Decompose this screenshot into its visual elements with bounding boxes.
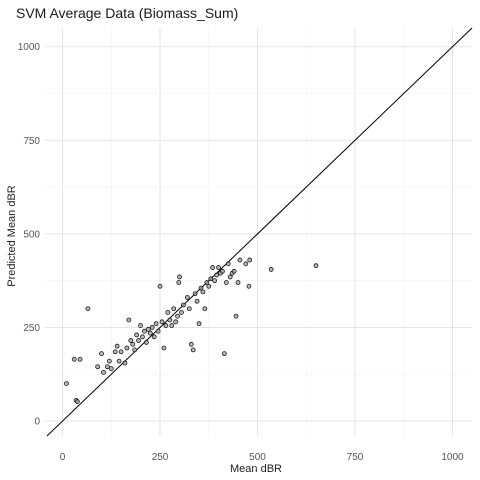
data-point <box>126 317 132 323</box>
data-point <box>169 323 175 328</box>
data-point <box>161 345 167 351</box>
data-point <box>179 310 184 315</box>
data-point <box>167 317 173 323</box>
data-point <box>313 263 319 269</box>
data-point <box>143 340 149 345</box>
data-point <box>118 349 124 355</box>
data-point <box>153 321 159 327</box>
data-points <box>64 257 319 404</box>
identity-line <box>46 27 473 437</box>
data-point <box>233 313 239 319</box>
data-point <box>108 366 114 372</box>
x-tick-label: 500 <box>249 452 266 463</box>
data-point <box>246 283 252 289</box>
data-point <box>227 274 233 280</box>
y-tick-label: 1000 <box>18 42 41 53</box>
data-point <box>235 280 241 285</box>
data-point <box>155 328 161 334</box>
data-point <box>106 358 112 364</box>
y-tick-label: 750 <box>23 136 40 147</box>
data-point <box>184 295 190 300</box>
data-point <box>243 261 249 267</box>
data-point <box>223 280 229 285</box>
x-axis-title: Mean dBR <box>230 463 282 475</box>
data-point <box>237 257 243 263</box>
data-point <box>85 306 91 312</box>
data-point <box>128 338 134 343</box>
data-point <box>196 321 202 327</box>
data-point <box>74 399 80 404</box>
y-tick-label: 500 <box>23 229 40 240</box>
data-point <box>140 334 145 340</box>
chart-title: SVM Average Data (Biomass_Sum) <box>16 5 239 21</box>
data-point <box>157 283 163 289</box>
data-point <box>116 358 122 364</box>
data-point <box>214 272 219 278</box>
y-tick-label: 250 <box>23 323 40 334</box>
data-point <box>173 319 179 325</box>
data-point <box>104 364 110 370</box>
identity-line-group <box>46 27 473 437</box>
data-point <box>71 356 77 362</box>
data-point <box>200 289 206 295</box>
y-tick-label: 0 <box>34 417 40 428</box>
data-point <box>188 341 194 347</box>
data-point <box>247 257 253 263</box>
data-point <box>220 268 225 274</box>
x-tick-label: 0 <box>60 452 66 463</box>
data-point <box>138 323 143 328</box>
data-point <box>231 268 237 274</box>
data-point <box>101 369 106 375</box>
data-point <box>165 310 171 315</box>
data-point <box>124 345 130 351</box>
data-point <box>114 343 120 349</box>
data-point <box>212 278 218 284</box>
grid-major-lines <box>45 28 472 436</box>
data-point <box>132 347 138 353</box>
data-point <box>95 364 101 370</box>
data-point <box>149 325 155 330</box>
x-axis-ticks: 0 250 500 750 1000 <box>60 452 464 463</box>
data-point <box>194 298 200 304</box>
data-point <box>268 267 274 272</box>
x-tick-label: 1000 <box>441 452 464 463</box>
data-point <box>216 265 221 270</box>
x-tick-label: 750 <box>347 452 364 463</box>
data-point <box>130 341 136 347</box>
data-point <box>225 261 231 267</box>
data-point <box>99 351 104 357</box>
data-point <box>181 302 186 308</box>
data-point <box>221 351 227 357</box>
data-point <box>198 285 204 291</box>
data-point <box>112 349 118 355</box>
data-point <box>177 274 182 280</box>
data-point <box>142 328 147 334</box>
data-point <box>77 356 83 362</box>
data-point <box>145 326 151 332</box>
data-point <box>186 306 192 312</box>
data-point <box>206 283 212 289</box>
data-point <box>163 323 169 328</box>
data-point <box>159 319 165 325</box>
data-point <box>204 280 210 285</box>
data-point <box>210 265 216 270</box>
data-point <box>208 276 214 282</box>
data-point <box>171 306 177 312</box>
data-point <box>134 332 140 338</box>
y-axis-ticks: 0 250 500 750 1000 <box>18 42 41 427</box>
grid-minor-lines <box>45 28 472 436</box>
y-axis-title: Predicted Mean dBR <box>6 185 18 287</box>
x-tick-label: 250 <box>152 452 169 463</box>
data-point <box>136 338 141 343</box>
data-point <box>192 291 198 297</box>
data-point <box>151 334 157 340</box>
data-point <box>122 360 128 366</box>
data-point <box>175 313 180 319</box>
data-point <box>190 347 196 353</box>
data-point <box>64 381 69 386</box>
data-point <box>147 330 153 336</box>
data-point <box>202 306 208 312</box>
data-point <box>176 280 182 285</box>
